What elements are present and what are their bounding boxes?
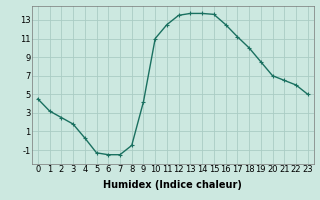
X-axis label: Humidex (Indice chaleur): Humidex (Indice chaleur): [103, 180, 242, 190]
